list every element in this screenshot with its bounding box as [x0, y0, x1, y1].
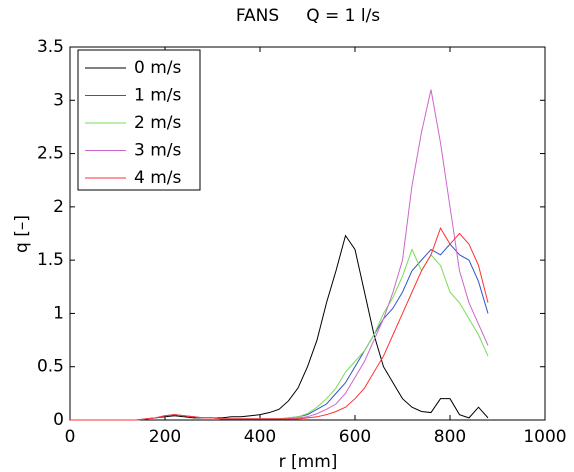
legend-box: [77, 49, 201, 191]
x-tick-label: 200: [149, 427, 181, 447]
data-line: [70, 234, 489, 421]
legend-label: 0 m/s: [134, 58, 182, 78]
y-tick-label: 1.5: [37, 250, 64, 270]
y-axis-label: q [–]: [12, 215, 32, 253]
plot-frame: [69, 46, 546, 421]
y-tick-label: 0.5: [37, 357, 64, 377]
legend-label: 2 m/s: [134, 113, 182, 133]
chart-title: FANS Q = 1 l/s: [236, 6, 380, 26]
data-line: [70, 227, 489, 421]
data-line: [70, 243, 489, 421]
y-tick-label: 1: [53, 303, 64, 323]
x-tick-label: 0: [65, 427, 76, 447]
data-line: [70, 248, 489, 421]
y-tick-label: 3: [53, 90, 64, 110]
x-tick-label: 800: [434, 427, 466, 447]
y-tick-label: 2.5: [37, 144, 64, 164]
legend-label: 3 m/s: [134, 141, 182, 161]
x-tick-label: 600: [339, 427, 371, 447]
x-tick-label: 1000: [523, 427, 566, 447]
legend-label: 4 m/s: [134, 168, 182, 188]
y-tick-label: 3.5: [37, 37, 64, 57]
y-tick-label: 0: [53, 410, 64, 430]
legend-label: 1 m/s: [134, 86, 182, 106]
x-tick-label: 400: [244, 427, 276, 447]
x-axis-label: r [mm]: [279, 452, 338, 472]
y-tick-label: 2: [53, 197, 64, 217]
